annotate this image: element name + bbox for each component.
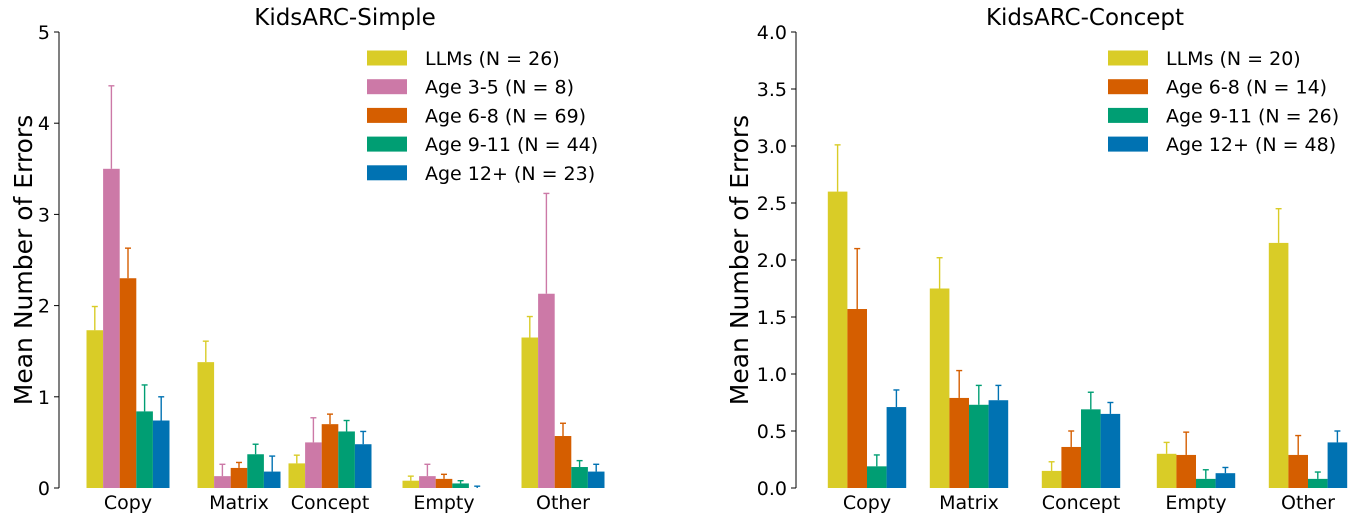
- legend-swatch: [1108, 50, 1148, 66]
- legend-swatch: [1108, 107, 1148, 123]
- y-tick-label: 5: [38, 22, 50, 44]
- bar: [1268, 242, 1289, 488]
- bar: [554, 436, 572, 488]
- y-tick-label: 0: [38, 478, 50, 500]
- bar: [867, 466, 887, 488]
- x-tick-label: Copy: [843, 492, 891, 514]
- bar: [338, 431, 355, 488]
- bar: [886, 407, 907, 488]
- bar: [949, 397, 969, 488]
- bar: [1215, 473, 1236, 488]
- bar: [827, 191, 848, 488]
- bar: [847, 309, 867, 488]
- x-tick-label: Empty: [1165, 492, 1226, 514]
- bar: [1156, 453, 1177, 488]
- y-tick-label: 3.5: [757, 79, 787, 101]
- bar: [1061, 446, 1081, 488]
- x-tick-label: Matrix: [939, 492, 999, 514]
- bar: [214, 476, 231, 488]
- x-tick-label: Copy: [104, 492, 152, 514]
- x-tick-label: Matrix: [209, 492, 269, 514]
- legend-label: LLMs (N = 20): [1166, 48, 1301, 70]
- y-tick-label: 1.0: [757, 364, 787, 386]
- bar: [969, 404, 989, 488]
- bar: [136, 411, 153, 488]
- bar: [452, 483, 469, 488]
- bar: [571, 467, 588, 488]
- y-tick-label: 0.0: [757, 478, 787, 500]
- legend-label: Age 12+ (N = 48): [1166, 134, 1336, 156]
- bar: [929, 288, 950, 488]
- legend-swatch: [367, 136, 407, 152]
- legend-swatch: [367, 165, 407, 181]
- bar: [1041, 470, 1062, 488]
- x-tick-label: Concept: [1042, 492, 1121, 514]
- bar: [1081, 409, 1101, 488]
- legend-label: Age 6-8 (N = 69): [425, 105, 586, 127]
- legend-label: Age 12+ (N = 23): [425, 163, 595, 185]
- bar: [197, 362, 215, 488]
- bar: [86, 330, 104, 488]
- y-tick-label: 2.5: [757, 193, 787, 215]
- bar: [103, 168, 120, 489]
- bar: [119, 278, 137, 488]
- bar: [152, 420, 170, 488]
- bar: [288, 463, 306, 488]
- bar: [521, 337, 539, 488]
- legend-label: LLMs (N = 26): [425, 48, 560, 70]
- chart-1: KidsARC-Simple Mean Number of Errors 0 1 2 3 4…: [9, 5, 605, 514]
- bar: [1100, 413, 1121, 488]
- legend-swatch: [367, 107, 407, 123]
- legend-label: Age 9-11 (N = 26): [1166, 105, 1339, 127]
- y-tick-label: 4: [38, 113, 50, 135]
- bar: [1308, 478, 1328, 488]
- bar: [435, 478, 453, 488]
- bar: [263, 471, 281, 488]
- legend-swatch: [1108, 79, 1148, 95]
- chart-2: KidsARC-Concept Mean Number of Errors 0.0 0…: [725, 5, 1348, 514]
- y-tick-label: 2.0: [757, 250, 787, 272]
- bar: [1327, 442, 1348, 488]
- legend-swatch: [367, 50, 407, 66]
- bar: [1288, 454, 1308, 488]
- bar: [1176, 454, 1196, 488]
- bar: [988, 400, 1009, 488]
- legend-swatch: [1108, 136, 1148, 152]
- y-tick-label: 4.0: [757, 22, 787, 44]
- bar: [587, 471, 605, 488]
- bar: [354, 444, 372, 488]
- y-tick-label: 3.0: [757, 136, 787, 158]
- bar: [402, 480, 420, 488]
- bar: [1196, 478, 1216, 488]
- chart-title: KidsARC-Concept: [986, 5, 1184, 31]
- legend-label: Age 3-5 (N = 8): [425, 77, 574, 99]
- x-tick-label: Other: [536, 492, 590, 514]
- bar: [321, 424, 339, 488]
- y-tick-label: 3: [38, 204, 50, 226]
- bar: [538, 293, 555, 488]
- x-tick-label: Empty: [413, 492, 474, 514]
- x-tick-label: Concept: [291, 492, 370, 514]
- bar: [419, 476, 436, 488]
- y-axis-label: Mean Number of Errors: [725, 115, 754, 405]
- legend-label: Age 6-8 (N = 14): [1166, 77, 1327, 99]
- y-tick-label: 2: [38, 296, 50, 318]
- y-tick-label: 0.5: [757, 421, 787, 443]
- bar: [230, 467, 248, 488]
- bar: [247, 454, 264, 488]
- legend-swatch: [367, 79, 407, 95]
- legend-label: Age 9-11 (N = 44): [425, 134, 598, 156]
- y-tick-label: 1.5: [757, 307, 787, 329]
- y-axis-label: Mean Number of Errors: [9, 115, 38, 405]
- y-tick-label: 1: [38, 387, 50, 409]
- chart-title: KidsARC-Simple: [254, 5, 436, 31]
- x-tick-label: Other: [1281, 492, 1335, 514]
- bar: [305, 442, 322, 488]
